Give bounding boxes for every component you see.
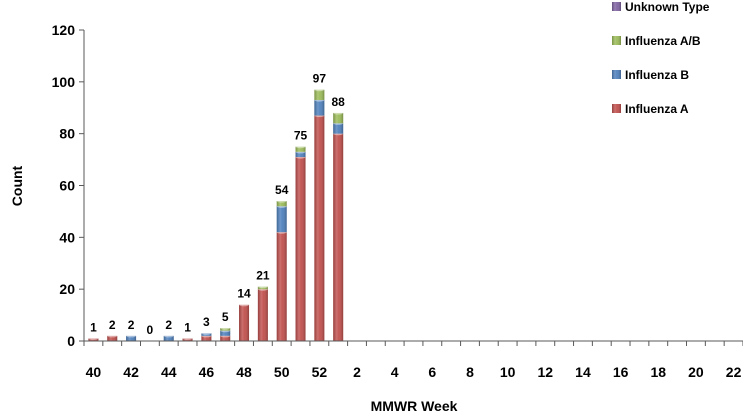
data-label-4: 2	[165, 318, 172, 332]
x-tick-label-30: 18	[650, 364, 666, 380]
x-tick-label-20: 8	[466, 364, 474, 380]
bar-segment-cap-0-0	[88, 336, 99, 341]
bar-segment-shade-2-1	[126, 335, 137, 341]
bar-segment-shade-11-1	[295, 151, 306, 157]
bar-segment-shade-12-2	[314, 89, 325, 100]
bars	[88, 88, 344, 342]
bar-segment-shade-10-2	[276, 201, 287, 207]
legend-swatch-shade-0	[612, 2, 621, 11]
y-tick-label-5: 100	[52, 74, 76, 90]
x-tick-label-22: 10	[500, 364, 516, 380]
data-label-7: 5	[222, 310, 229, 324]
x-tick-label-10: 50	[274, 364, 290, 380]
bar-segment-shade-9-0	[257, 289, 268, 341]
data-label-13: 88	[332, 95, 346, 109]
bar-segment-cap-11-2	[295, 145, 306, 149]
bar-segment-shade-10-1	[276, 206, 287, 233]
bar-segment-cap-6-1	[201, 331, 212, 335]
legend: Unknown Type Influenza A/B Influenza B Infl…	[612, 0, 710, 116]
y-tick-label-6: 120	[52, 22, 76, 38]
x-tick-label-32: 20	[688, 364, 704, 380]
data-label-9: 21	[256, 269, 270, 283]
y-tick-label-3: 60	[59, 178, 75, 194]
bar-segment-shade-4-1	[163, 335, 174, 341]
legend-swatch-shade-3	[612, 104, 621, 113]
data-label-11: 75	[294, 129, 308, 143]
y-tick-label-0: 0	[67, 333, 75, 349]
x-tick-label-4: 44	[161, 364, 177, 380]
bar-segment-shade-6-1	[201, 333, 212, 336]
bar-segment-shade-9-2	[257, 286, 268, 290]
bar-segment-shade-7-2	[220, 328, 231, 331]
x-tick-label-18: 6	[428, 364, 436, 380]
bar-segment-cap-4-1	[163, 334, 174, 338]
bar-segment-shade-13-2	[333, 112, 344, 124]
legend-swatch-shade-2	[612, 70, 621, 79]
y-axis-title: Count	[9, 165, 25, 206]
legend-label-0: Unknown Type	[625, 0, 710, 14]
data-label-12: 97	[313, 72, 327, 86]
bar-segment-cap-2-1	[126, 334, 137, 338]
bar-segment-shade-8-0	[239, 304, 250, 341]
bar-segment-cap-9-2	[257, 284, 268, 289]
x-tick-label-26: 14	[575, 364, 591, 380]
bar-segment-cap-10-2	[276, 199, 287, 203]
bar-segment-shade-6-0	[201, 335, 212, 341]
legend-label-2: Influenza B	[625, 68, 689, 82]
bar-segment-shade-11-2	[295, 146, 306, 152]
bar-segment-shade-12-1	[314, 99, 325, 116]
x-tick-label-28: 16	[613, 364, 629, 380]
legend-label-1: Influenza A/B	[625, 34, 701, 48]
data-label-6: 3	[203, 315, 210, 329]
data-label-1: 2	[109, 318, 116, 332]
y-tick-label-1: 20	[59, 281, 75, 297]
bar-segment-shade-1-0	[107, 335, 118, 341]
bar-segment-shade-11-0	[295, 156, 306, 341]
bar-segment-cap-13-2	[333, 111, 344, 115]
data-label-2: 2	[128, 318, 135, 332]
bar-segment-cap-12-2	[314, 88, 325, 92]
data-label-8: 14	[237, 287, 251, 301]
bar-segment-shade-5-0	[182, 338, 193, 341]
y-tick-label-4: 80	[59, 126, 75, 142]
x-tick-label-34: 22	[726, 364, 742, 380]
bar-segment-cap-5-0	[182, 336, 193, 341]
bar-segment-shade-7-0	[220, 335, 231, 341]
data-label-5: 1	[184, 320, 191, 334]
bar-segment-shade-10-0	[276, 232, 287, 341]
x-tick-label-16: 4	[391, 364, 399, 380]
data-label-0: 1	[90, 320, 97, 334]
x-tick-label-2: 42	[123, 364, 139, 380]
bar-segment-cap-8-0	[239, 303, 250, 307]
bar-segment-shade-13-1	[333, 123, 344, 134]
x-tick-label-0: 40	[86, 364, 102, 380]
bar-segment-shade-0-0	[88, 338, 99, 341]
x-axis-title: MMWR Week	[371, 398, 458, 414]
legend-swatch-shade-1	[612, 36, 621, 45]
x-tick-label-6: 46	[199, 364, 215, 380]
bar-segment-shade-13-0	[333, 133, 344, 341]
bar-segment-shade-7-1	[220, 330, 231, 336]
bar-segment-cap-1-0	[107, 334, 118, 338]
data-label-3: 0	[147, 323, 154, 337]
bar-segment-cap-7-2	[220, 326, 231, 330]
legend-label-3: Influenza A	[625, 102, 689, 116]
x-tick-label-24: 12	[538, 364, 554, 380]
data-label-10: 54	[275, 183, 289, 197]
y-tick-label-2: 40	[59, 229, 75, 245]
x-tick-label-14: 2	[353, 364, 361, 380]
x-tick-label-8: 48	[236, 364, 252, 380]
bar-segment-shade-12-0	[314, 115, 325, 342]
x-tick-label-12: 52	[312, 364, 328, 380]
